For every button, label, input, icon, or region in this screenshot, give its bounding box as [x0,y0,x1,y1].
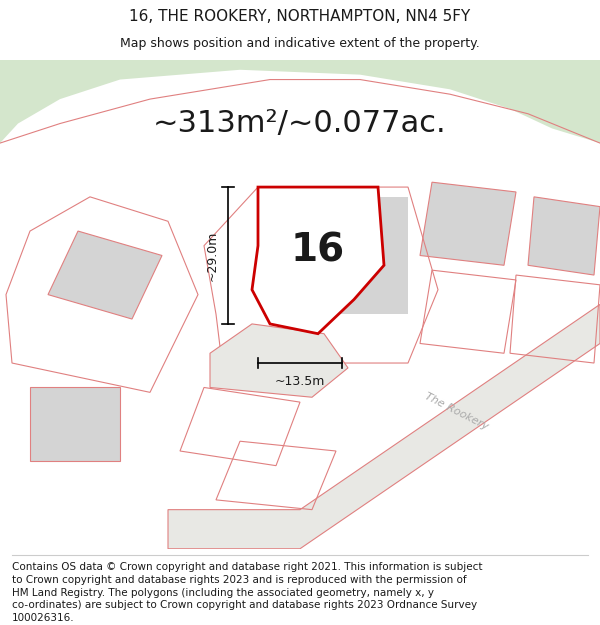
Text: co-ordinates) are subject to Crown copyright and database rights 2023 Ordnance S: co-ordinates) are subject to Crown copyr… [12,600,477,610]
Polygon shape [276,197,408,314]
Polygon shape [420,182,516,265]
Polygon shape [48,231,162,319]
Text: ~313m²/~0.077ac.: ~313m²/~0.077ac. [153,109,447,138]
Text: ~13.5m: ~13.5m [275,375,325,388]
Polygon shape [168,304,600,549]
Text: The Rookery: The Rookery [422,391,490,432]
Text: Map shows position and indicative extent of the property.: Map shows position and indicative extent… [120,37,480,50]
Text: HM Land Registry. The polygons (including the associated geometry, namely x, y: HM Land Registry. The polygons (includin… [12,588,434,598]
Text: to Crown copyright and database rights 2023 and is reproduced with the permissio: to Crown copyright and database rights 2… [12,575,467,585]
Text: 16: 16 [291,232,345,269]
Polygon shape [30,388,120,461]
Polygon shape [528,197,600,275]
Text: Contains OS data © Crown copyright and database right 2021. This information is : Contains OS data © Crown copyright and d… [12,562,482,572]
Text: 16, THE ROOKERY, NORTHAMPTON, NN4 5FY: 16, THE ROOKERY, NORTHAMPTON, NN4 5FY [130,9,470,24]
Polygon shape [0,60,600,143]
Polygon shape [252,187,384,334]
Polygon shape [210,324,348,398]
Text: ~29.0m: ~29.0m [206,230,219,281]
Text: 100026316.: 100026316. [12,612,74,622]
